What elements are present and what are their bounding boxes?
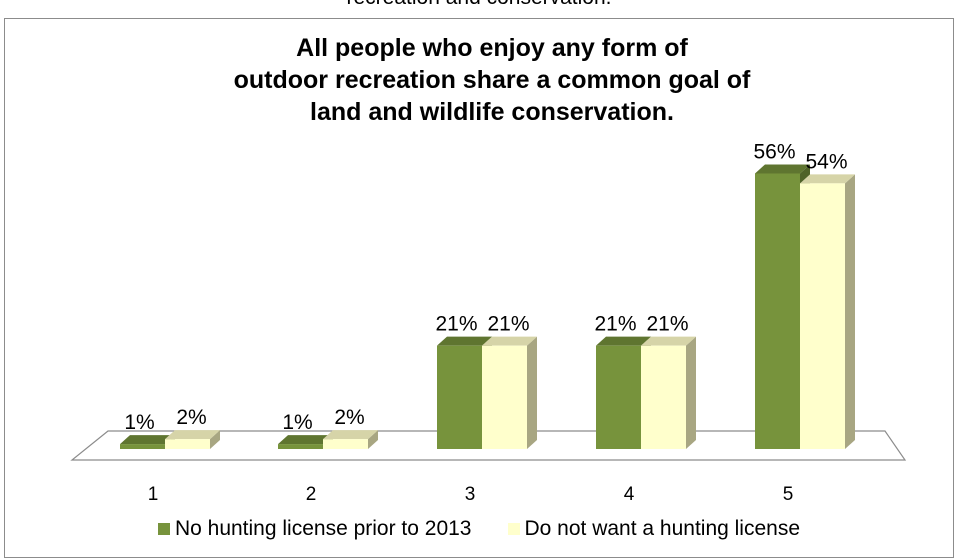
legend-label-series-2: Do not want a hunting license <box>524 517 801 540</box>
x-tick-label-1: 1 <box>148 484 159 505</box>
data-label-series-1-cat-1: 1% <box>124 411 154 434</box>
bar-series-2-cat-4-front <box>641 345 686 449</box>
data-label-series-1-cat-3: 21% <box>435 313 477 336</box>
top-caption: recreation and conservation. <box>0 0 958 10</box>
legend-item-series-2: Do not want a hunting license <box>507 517 801 541</box>
bar-series-2-cat-1-side <box>210 430 220 449</box>
legend: No hunting license prior to 2013 Do not … <box>0 514 958 544</box>
data-label-series-1-cat-5: 56% <box>753 140 795 163</box>
bar-series-2-cat-5 <box>800 174 855 449</box>
legend-swatch-series-1 <box>157 523 170 535</box>
bar-series-2-cat-4-side <box>686 336 696 449</box>
bar-series-1-cat-3-front <box>437 345 482 449</box>
bar-series-2-cat-3-side <box>527 336 537 449</box>
legend-swatch-series-2 <box>507 523 520 535</box>
chart-title-line-1: All people who enjoy any form of <box>296 34 688 62</box>
x-tick-label-3: 3 <box>465 484 476 505</box>
bar-series-1-cat-1-front <box>120 444 165 449</box>
data-label-series-2-cat-3: 21% <box>487 313 529 336</box>
bar-series-1-cat-3-top <box>437 336 492 346</box>
x-tick-label-2: 2 <box>306 484 317 505</box>
bar-series-1-cat-4-front <box>596 345 641 449</box>
bars-group <box>120 164 855 450</box>
bar-series-2-cat-2-front <box>323 439 368 449</box>
bar-series-2-cat-1-top <box>165 430 220 440</box>
x-tick-label-4: 4 <box>624 484 635 505</box>
bar-series-1-cat-4-top <box>596 336 651 346</box>
chart-title: All people who enjoy any form of outdoor… <box>234 34 751 126</box>
bar-series-2-cat-2-side <box>368 430 378 449</box>
bar-series-1-cat-5-top <box>755 164 810 174</box>
data-label-series-1-cat-4: 21% <box>594 313 636 336</box>
bar-series-2-cat-3 <box>482 336 537 449</box>
bar-series-1-cat-2-top <box>278 435 333 445</box>
bar-series-2-cat-4-top <box>641 336 696 346</box>
data-label-series-2-cat-5: 54% <box>805 150 847 173</box>
x-tick-label-5: 5 <box>783 484 794 505</box>
bar-series-2-cat-5-side <box>845 174 855 449</box>
bar-series-2-cat-4 <box>641 336 696 449</box>
legend-item-series-1: No hunting license prior to 2013 <box>157 517 472 541</box>
bar-series-2-cat-2-top <box>323 430 378 440</box>
bar-series-2-cat-3-front <box>482 345 527 449</box>
bar-series-1-cat-1-top <box>120 435 175 445</box>
data-labels-group: 1% 2% 1% 2% 21% 21% 21% 21% 56% 54% <box>124 140 847 434</box>
chart-title-line-2: outdoor recreation share a common goal o… <box>234 66 751 94</box>
bar-series-1-cat-2-front <box>278 444 323 449</box>
data-label-series-2-cat-1: 2% <box>176 406 206 429</box>
bar-series-2-cat-5-top <box>800 174 855 184</box>
data-label-series-1-cat-2: 1% <box>282 411 312 434</box>
data-label-series-2-cat-2: 2% <box>334 406 364 429</box>
chart-title-line-3: land and wildlife conservation. <box>310 98 674 126</box>
bar-series-2-cat-3-top <box>482 336 537 346</box>
bar-series-2-cat-1-front <box>165 439 210 449</box>
bar-series-2-cat-5-front <box>800 183 845 449</box>
legend-label-series-1: No hunting license prior to 2013 <box>174 517 472 540</box>
data-label-series-2-cat-4: 21% <box>646 313 688 336</box>
bar-series-1-cat-5-front <box>755 173 800 450</box>
bar-series-2-cat-1 <box>165 430 220 449</box>
x-axis-tick-labels: 1 2 3 4 5 <box>148 484 794 505</box>
bar-series-2-cat-2 <box>323 430 378 449</box>
